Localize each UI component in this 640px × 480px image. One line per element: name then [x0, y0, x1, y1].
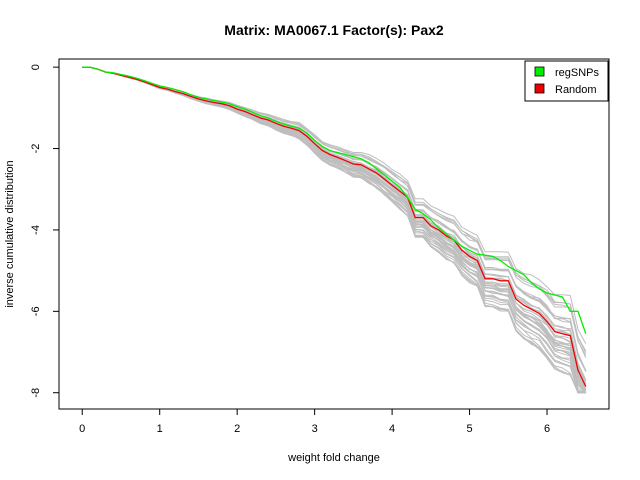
x-axis-label: weight fold change	[287, 452, 380, 464]
legend: regSNPs Random	[524, 60, 609, 102]
random-sample-line	[82, 66, 586, 394]
random-sample-line	[82, 66, 587, 380]
x-axis-ticks: 0 1 2 3 4 5 6	[79, 409, 550, 435]
random-sample-line	[82, 66, 587, 393]
x-tick-label: 1	[157, 423, 163, 435]
random-sample-line	[82, 66, 586, 394]
random-sample-line	[82, 66, 586, 394]
legend-label-random: Random	[555, 84, 597, 96]
x-tick-label: 3	[312, 423, 318, 435]
legend-box	[524, 60, 609, 102]
y-tick-label: -8	[30, 388, 42, 398]
random-sample-line	[82, 66, 587, 371]
random-sample-line	[82, 66, 587, 386]
random-sample-line	[82, 66, 587, 393]
series-line-random	[82, 66, 587, 387]
random-sample-line	[82, 66, 587, 372]
random-sample-line	[82, 66, 587, 394]
y-tick-label: -6	[30, 306, 42, 316]
random-sample-line	[82, 66, 587, 371]
x-tick-label: 6	[544, 423, 550, 435]
plot-border	[58, 58, 610, 410]
x-tick-label: 4	[389, 423, 395, 435]
series-line-regsnps	[82, 66, 587, 334]
random-sample-line	[82, 66, 586, 394]
chart-title: Matrix: MA0067.1 Factor(s): Pax2	[224, 22, 444, 38]
series-lines	[82, 66, 587, 387]
random-sample-line	[82, 66, 586, 394]
random-sample-lines	[82, 66, 587, 394]
random-sample-line	[82, 66, 587, 394]
random-sample-line	[82, 66, 587, 394]
legend-label-regsnps: regSNPs	[555, 67, 600, 79]
random-sample-line	[82, 66, 587, 394]
x-tick-label: 2	[234, 423, 240, 435]
random-sample-line	[82, 66, 587, 394]
random-sample-line	[82, 66, 586, 394]
y-axis-ticks: 0 -2 -4 -6 -8	[30, 64, 59, 398]
random-sample-line	[82, 66, 586, 394]
y-tick-label: -4	[30, 225, 42, 235]
legend-swatch-random	[534, 83, 545, 94]
random-sample-line	[82, 66, 587, 394]
random-sample-line	[82, 66, 586, 394]
y-tick-label: 0	[30, 64, 42, 70]
random-sample-line	[82, 66, 587, 383]
random-sample-line	[82, 66, 587, 385]
random-sample-line	[82, 66, 586, 394]
legend-swatch-regsnps	[534, 66, 545, 77]
y-tick-label: -2	[30, 144, 42, 154]
random-sample-line	[82, 66, 586, 394]
random-sample-line	[82, 66, 587, 356]
y-axis-label: inverse cumulative distribution	[4, 160, 16, 307]
random-sample-line	[82, 66, 586, 394]
random-sample-line	[82, 66, 587, 392]
random-sample-line	[82, 66, 586, 394]
random-sample-line	[82, 66, 587, 391]
x-tick-label: 5	[467, 423, 473, 435]
random-sample-line	[82, 66, 587, 382]
x-tick-label: 0	[79, 423, 85, 435]
random-sample-line	[82, 66, 587, 390]
random-sample-line	[82, 66, 587, 393]
random-sample-line	[82, 66, 587, 372]
random-sample-line	[82, 66, 586, 394]
random-sample-line	[82, 66, 587, 371]
